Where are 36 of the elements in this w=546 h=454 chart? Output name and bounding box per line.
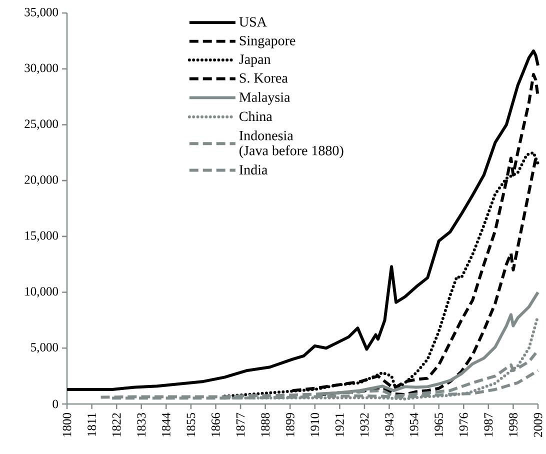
x-tick-label: 2009 xyxy=(534,413,542,437)
x-tick-label: 1943 xyxy=(385,412,394,436)
y-tick-label: 5,000 xyxy=(31,343,58,354)
legend-label: Indonesia (Java before 1880) xyxy=(239,130,344,158)
x-tick-label: 1822 xyxy=(112,413,121,436)
legend-label: S. Korea xyxy=(240,73,288,83)
x-tick-label: 1954 xyxy=(410,412,418,436)
x-tick-label: 1899 xyxy=(286,413,294,436)
legend-label: Japan xyxy=(239,54,271,67)
legend-label: China xyxy=(240,111,272,122)
x-tick-label: 1844 xyxy=(162,412,170,436)
x-tick-label: 1833 xyxy=(137,412,146,436)
y-tick-label: 30,000 xyxy=(24,64,58,74)
y-tick-label: 15,000 xyxy=(25,231,58,242)
legend-label: USA xyxy=(239,17,267,27)
x-tick-label: 1855 xyxy=(186,412,196,436)
x-tick-label: 1866 xyxy=(212,412,220,436)
y-tick-label: 10,000 xyxy=(25,287,58,298)
y-tick-label: 25,000 xyxy=(24,120,58,130)
x-tick-label: 1800 xyxy=(62,412,72,436)
legend-label: India xyxy=(239,164,268,175)
y-tick-label: 35,000 xyxy=(24,8,58,18)
x-tick-label: 1811 xyxy=(88,413,96,436)
x-tick-label: 1921 xyxy=(335,413,344,436)
y-tick-label: 0 xyxy=(52,400,58,408)
x-tick-label: 1888 xyxy=(261,412,270,436)
legend-label: Malaysia xyxy=(239,92,290,105)
x-tick-label: 1976 xyxy=(459,412,468,436)
x-tick-label: 1965 xyxy=(434,412,444,436)
x-tick-label: 1998 xyxy=(508,412,518,436)
x-tick-label: 1910 xyxy=(310,412,320,436)
x-tick-label: 1932 xyxy=(360,413,369,436)
x-tick-label: 1987 xyxy=(484,412,493,436)
legend-label: Singapore xyxy=(240,36,296,48)
y-tick-label: 20,000 xyxy=(24,175,58,186)
x-tick-label: 1877 xyxy=(236,412,245,436)
